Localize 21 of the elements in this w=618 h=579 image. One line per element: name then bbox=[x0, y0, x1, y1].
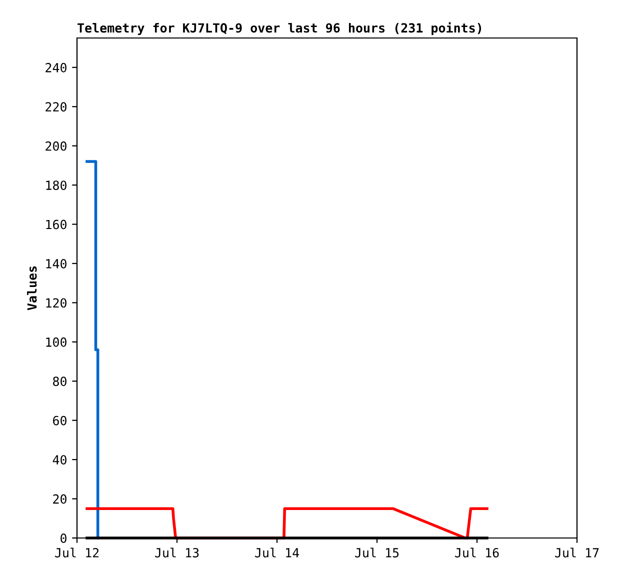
y-tick-label: 160 bbox=[46, 220, 66, 230]
y-tick-label: 100 bbox=[46, 337, 66, 347]
x-tick-label: Jul 13 bbox=[155, 548, 199, 558]
x-tick-label: Jul 17 bbox=[555, 548, 599, 558]
y-tick-label: 140 bbox=[46, 258, 66, 268]
x-tick-label: Jul 12 bbox=[55, 548, 99, 558]
y-tick-label: 60 bbox=[53, 416, 66, 426]
x-tick-label: Jul 16 bbox=[455, 548, 499, 558]
y-tick-label: 220 bbox=[46, 102, 66, 112]
y-tick-label: 200 bbox=[46, 141, 66, 151]
y-tick-label: 40 bbox=[52, 455, 66, 465]
y-tick-label: 240 bbox=[46, 62, 66, 72]
x-tick-label: Jul 14 bbox=[255, 548, 299, 558]
y-tick-label: 180 bbox=[46, 180, 66, 190]
y-tick-label: 20 bbox=[53, 494, 66, 504]
y-tick-label: 0 bbox=[60, 534, 66, 543]
y-tick-label: 120 bbox=[46, 298, 66, 308]
y-tick-label: 80 bbox=[53, 376, 66, 386]
y-axis-title: Values bbox=[27, 266, 37, 310]
chart-title: Telemetry for KJ7LTQ-9 over last 96 hours (231 points) bbox=[78, 22, 482, 36]
x-tick-label: Jul 15 bbox=[355, 548, 399, 558]
